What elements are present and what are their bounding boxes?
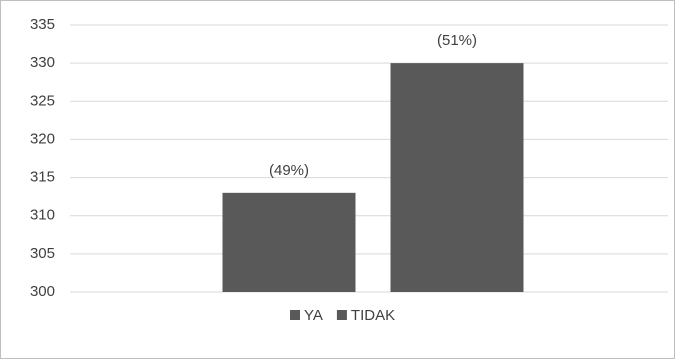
- y-tick-label: 330: [30, 54, 55, 71]
- data-label: (49%): [269, 162, 309, 179]
- legend-swatch: [336, 310, 347, 320]
- legend-swatch: [290, 310, 300, 320]
- bar: [390, 63, 524, 293]
- y-tick-label: 320: [30, 130, 55, 147]
- legend-label: YA: [304, 307, 323, 324]
- legend-label: TIDAK: [351, 307, 395, 324]
- y-tick-label: 300: [30, 283, 55, 300]
- y-tick-label: 315: [30, 169, 55, 186]
- y-tick-label: 335: [30, 16, 55, 33]
- y-tick-label: 310: [30, 207, 55, 224]
- bar: [222, 192, 356, 292]
- data-label: (51%): [437, 32, 477, 49]
- y-tick-label: 325: [30, 92, 55, 109]
- y-tick-label: 305: [30, 245, 55, 262]
